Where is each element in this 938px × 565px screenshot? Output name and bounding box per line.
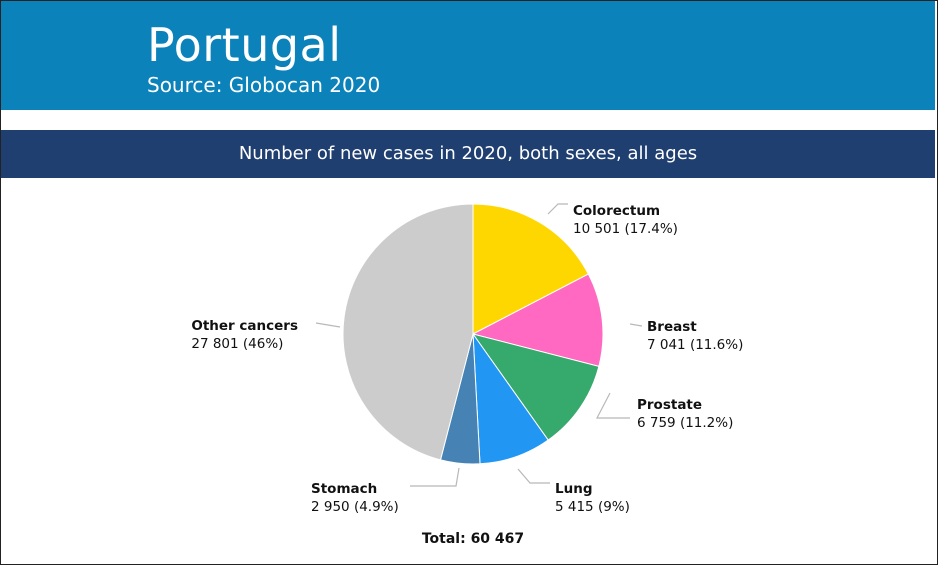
slice-label-colorectum: Colorectum [573, 203, 660, 219]
leader-line-prostate [596, 392, 630, 419]
pie-slice-colorectum [472, 203, 590, 335]
slice-label-breast: Breast [647, 319, 697, 335]
header-banner: Portugal Source: Globocan 2020 [1, 1, 935, 110]
slice-label-stomach: Stomach [311, 481, 377, 497]
pie-slice-other-cancers [342, 203, 474, 461]
slice-value-other-cancers: 27 801 (46%) [191, 336, 283, 352]
chart-subtitle: Number of new cases in 2020, both sexes,… [1, 130, 935, 178]
leader-line-other-cancers [315, 322, 341, 328]
pie-slice-prostate [471, 333, 600, 441]
pie-slice-breast [471, 273, 604, 368]
slice-value-prostate: 6 759 (11.2%) [637, 415, 733, 431]
source-text: Source: Globocan 2020 [147, 73, 381, 97]
leader-line-stomach [410, 467, 460, 487]
total-label: Total: 60 467 [422, 531, 524, 547]
slice-value-colorectum: 10 501 (17.4%) [573, 221, 678, 237]
page-title: Portugal [147, 18, 342, 72]
leader-line-colorectum [547, 203, 568, 215]
slice-label-other-cancers: Other cancers [191, 318, 298, 334]
slice-value-lung: 5 415 (9%) [555, 499, 630, 515]
leader-line-lung [517, 468, 550, 484]
slice-value-breast: 7 041 (11.6%) [647, 337, 743, 353]
slice-label-prostate: Prostate [637, 397, 702, 413]
pie-chart: Colorectum 10 501 (17.4%) Breast 7 041 (11.… [191, 203, 743, 547]
slice-value-stomach: 2 950 (4.9%) [311, 499, 399, 515]
slice-label-lung: Lung [555, 481, 593, 497]
leader-line-breast [629, 323, 643, 327]
